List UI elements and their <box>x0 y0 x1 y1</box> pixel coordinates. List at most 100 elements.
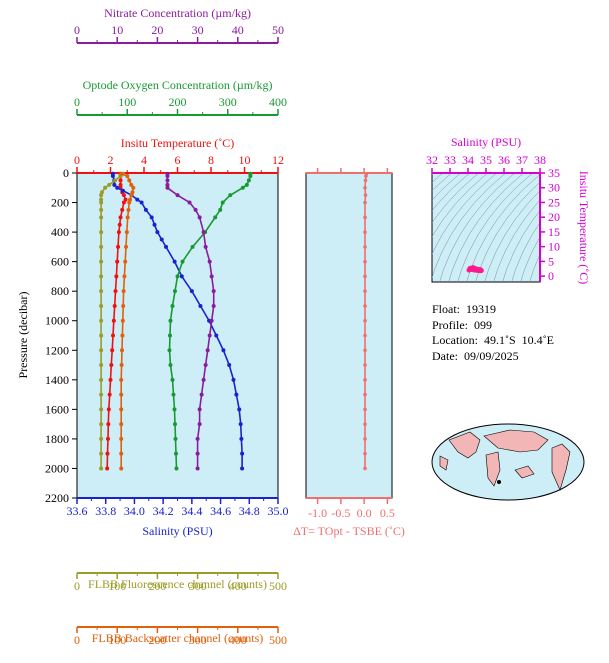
oxygen-point <box>168 363 173 368</box>
density-contour <box>432 173 498 255</box>
pressure-tick-label: 2200 <box>45 491 69 505</box>
map-landmass <box>439 455 449 471</box>
nitrate-tick-label: 20 <box>151 23 163 37</box>
temperature-tick-label: 2 <box>108 153 114 167</box>
pressure-tick-label: 600 <box>51 255 69 269</box>
nitrate-point <box>165 173 170 178</box>
temperature-point <box>116 244 121 249</box>
delta-t-tick-label: 0.5 <box>380 506 395 520</box>
ts-x-tick-label: 32 <box>426 153 438 167</box>
backscatter-profile-line <box>120 172 135 469</box>
nitrate-point <box>199 392 204 397</box>
salinity-point <box>172 259 177 264</box>
salinity-point <box>239 436 244 441</box>
density-contour <box>432 173 453 192</box>
nitrate-point <box>193 207 198 212</box>
nitrate-tick-label: 50 <box>272 23 284 37</box>
temperature-point <box>118 182 123 187</box>
backscatter-point <box>119 451 124 456</box>
fluorescence-tick-label: 200 <box>148 579 166 593</box>
fluorescence-point <box>99 244 104 249</box>
delta-t-point <box>363 348 367 353</box>
oxygen-point <box>213 215 218 220</box>
delta-t-point <box>363 363 367 367</box>
temperature-tick-label: 8 <box>208 153 214 167</box>
backscatter-point <box>119 377 124 382</box>
backscatter-point <box>120 333 125 338</box>
fluorescence-point <box>99 197 104 202</box>
backscatter-axis-title: FLBB Backscatter channel (counts) <box>92 631 264 645</box>
fluorescence-point <box>99 436 104 441</box>
ts-x-axis-title: Salinity (PSU) <box>451 135 521 149</box>
oxygen-point <box>172 289 177 294</box>
nitrate-point <box>209 274 214 279</box>
density-contour <box>457 173 534 282</box>
fluorescence-point <box>99 215 104 220</box>
ts-y-tick-label: 10 <box>548 240 560 254</box>
delta-t-tick-label: -0.5 <box>331 506 350 520</box>
delta-t-point <box>363 230 367 234</box>
nitrate-point <box>197 215 202 220</box>
salinity-point <box>143 207 148 212</box>
temperature-point <box>111 333 116 338</box>
fluorescence-tick-label: 0 <box>74 579 80 593</box>
oxygen-tick-label: 0 <box>74 95 80 109</box>
density-contour <box>502 210 540 282</box>
delta-t-point <box>363 392 367 397</box>
delta-t-point <box>363 422 367 426</box>
fluorescence-profile-line <box>100 173 124 469</box>
backscatter-point <box>119 363 124 368</box>
backscatter-point <box>119 436 124 441</box>
density-contour <box>529 253 540 282</box>
nitrate-tick-label: 10 <box>111 23 123 37</box>
fluorescence-tick-label: 300 <box>189 579 207 593</box>
backscatter-point <box>129 182 134 187</box>
oxygen-point <box>246 178 251 183</box>
temperature-point <box>123 197 128 202</box>
fluorescence-point <box>99 274 104 279</box>
salinity-point <box>231 377 236 382</box>
date: Date: 09/09/2025 <box>432 348 519 363</box>
location: Location: 49.1˚S 10.4˚E <box>432 333 554 347</box>
fluorescence-point <box>99 303 104 308</box>
temperature-point <box>115 259 120 264</box>
delta-t-point <box>363 451 367 456</box>
delta-t-point <box>363 378 367 382</box>
ts-y-tick-label: 15 <box>548 225 560 239</box>
nitrate-point <box>201 230 206 235</box>
fluorescence-point <box>103 185 108 190</box>
temperature-point <box>110 348 115 353</box>
salinity-point <box>139 200 144 205</box>
oxygen-point <box>173 451 178 456</box>
nitrate-point <box>203 244 208 249</box>
backscatter-point <box>127 200 132 205</box>
fluorescence-point <box>99 193 104 198</box>
oxygen-tick-label: 300 <box>219 95 237 109</box>
backscatter-point <box>120 348 125 353</box>
delta-t-point <box>363 333 367 338</box>
salinity-point <box>240 451 245 456</box>
delta-t-point <box>363 304 367 308</box>
density-contour <box>432 173 471 212</box>
temperature-tick-label: 0 <box>74 153 80 167</box>
pressure-tick-label: 800 <box>51 284 69 298</box>
oxygen-point <box>171 392 176 397</box>
fluorescence-point <box>99 377 104 382</box>
nitrate-point <box>211 289 216 294</box>
backscatter-tick-label: 300 <box>189 633 207 647</box>
float-location-marker <box>497 480 501 484</box>
salinity-tick-label: 34.6 <box>210 504 231 518</box>
salinity-point <box>234 392 239 397</box>
fluorescence-point <box>99 363 104 368</box>
delta-t-point <box>364 174 368 178</box>
oxygen-point <box>170 377 175 382</box>
temperature-point <box>121 200 126 205</box>
salinity-point <box>164 244 169 249</box>
density-contour <box>432 173 462 201</box>
fluorescence-tick-label: 100 <box>108 579 126 593</box>
salinity-point <box>238 422 243 427</box>
salinity-point <box>155 230 160 235</box>
backscatter-tick-label: 500 <box>269 633 287 647</box>
ts-y-tick-label: 35 <box>548 166 560 180</box>
